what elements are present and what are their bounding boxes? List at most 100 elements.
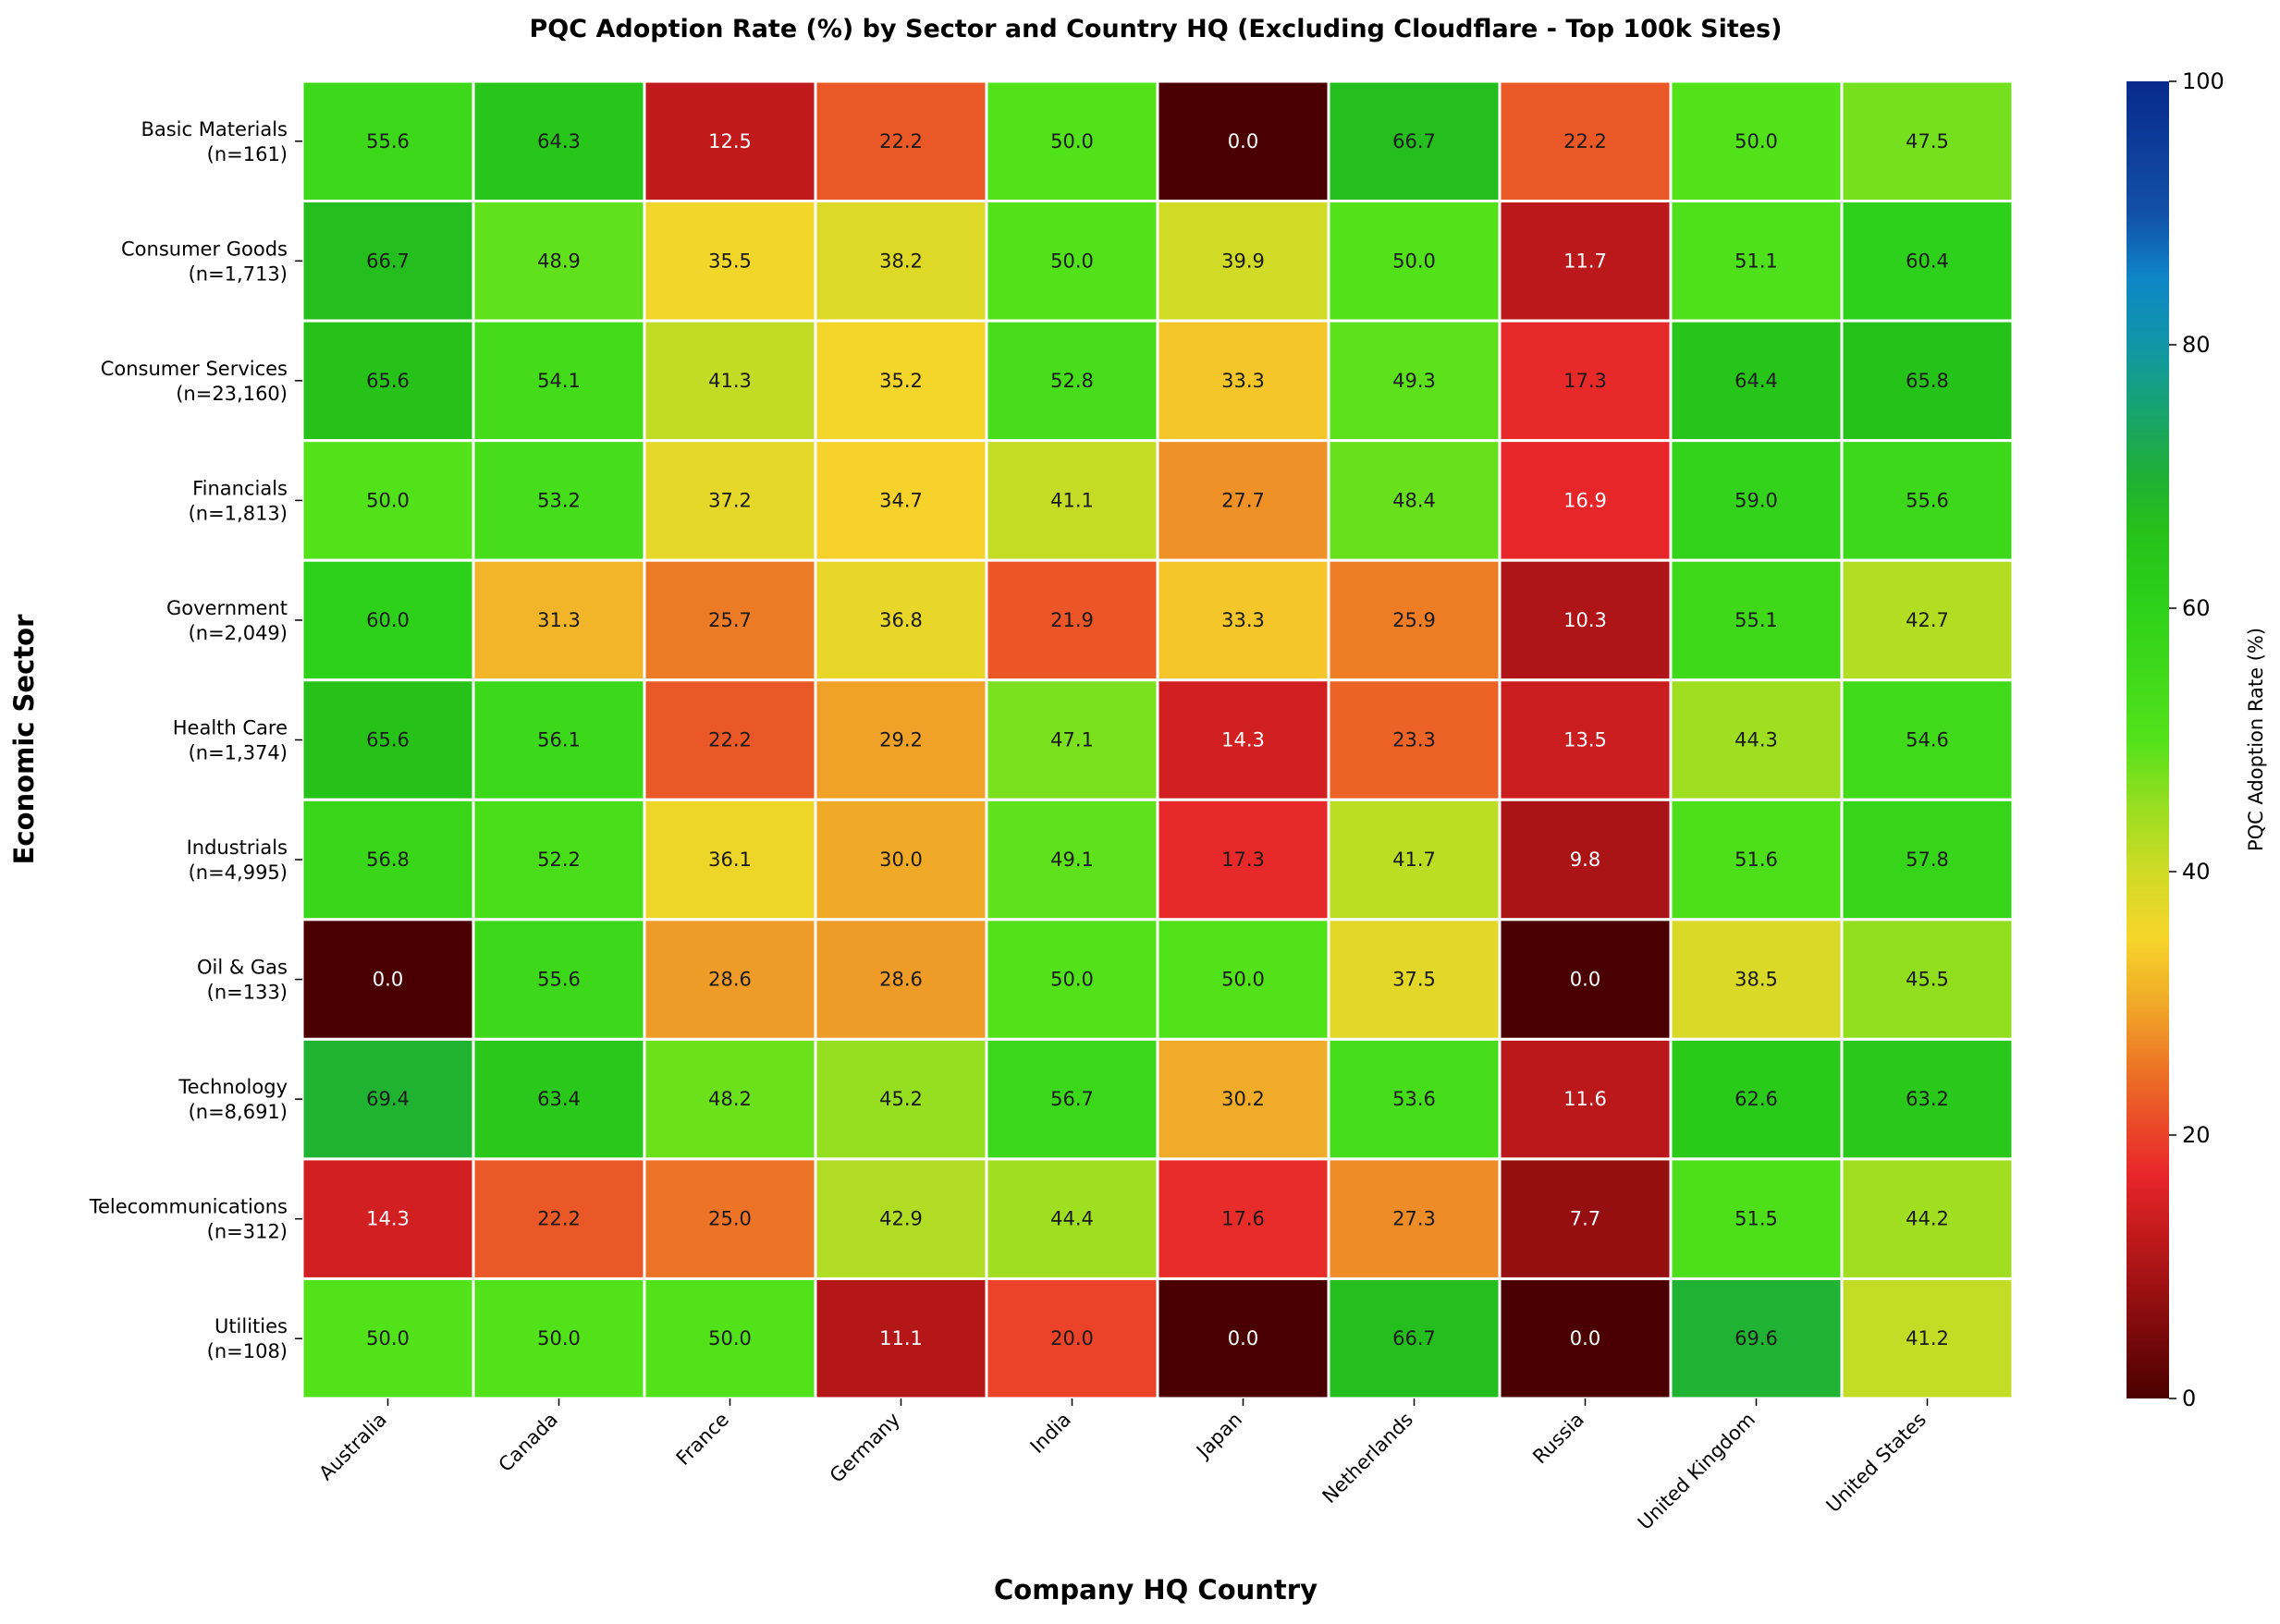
cell-value-label: 0.0 xyxy=(1228,130,1258,153)
cell-value-label: 50.0 xyxy=(1050,130,1094,153)
cell-value-label: 14.3 xyxy=(366,1208,410,1230)
y-tick-label-sector: Oil & Gas xyxy=(197,957,288,979)
cell-value-label: 0.0 xyxy=(1570,1327,1600,1349)
cell-value-label: 22.2 xyxy=(1563,130,1607,153)
cell-value-label: 50.0 xyxy=(366,489,410,511)
colorbar-tick-label: 40 xyxy=(2182,859,2211,885)
cell-value-label: 22.2 xyxy=(879,130,923,153)
heatmap-cell xyxy=(300,678,475,801)
cell-value-label: 9.8 xyxy=(1570,849,1600,871)
cell-value-label: 41.1 xyxy=(1050,489,1094,511)
cell-value-label: 55.6 xyxy=(537,969,581,991)
heatmap-cell xyxy=(1156,1157,1330,1280)
heatmap-cell xyxy=(985,918,1159,1041)
cell-value-label: 69.4 xyxy=(366,1088,410,1110)
chart-title: PQC Adoption Rate (%) by Sector and Coun… xyxy=(530,15,1783,43)
cell-value-label: 60.4 xyxy=(1906,250,1949,272)
heatmap-cell xyxy=(643,79,817,203)
cell-value-label: 66.7 xyxy=(1392,1327,1436,1349)
cell-value-label: 25.0 xyxy=(708,1208,752,1230)
y-tick-label-count: (n=133) xyxy=(207,982,288,1004)
heatmap-cell xyxy=(300,798,475,922)
cell-value-label: 50.0 xyxy=(366,1327,410,1349)
heatmap-cell xyxy=(1327,319,1502,443)
heatmap-cell xyxy=(1840,79,2015,203)
cell-value-label: 53.6 xyxy=(1392,1088,1436,1110)
cell-value-label: 49.1 xyxy=(1050,849,1094,871)
cell-value-label: 55.6 xyxy=(1906,489,1949,511)
cell-value-label: 0.0 xyxy=(373,969,403,991)
heatmap-cell xyxy=(985,1037,1159,1161)
cell-value-label: 41.2 xyxy=(1906,1327,1949,1349)
colorbar-tick-label: 0 xyxy=(2182,1386,2196,1411)
cell-value-label: 44.3 xyxy=(1735,729,1778,751)
heatmap-cell xyxy=(300,1157,475,1280)
y-tick-label-count: (n=1,813) xyxy=(189,502,288,524)
heatmap-cell xyxy=(1498,1037,1673,1161)
cell-value-label: 38.5 xyxy=(1735,969,1778,991)
colorbar-tick-label: 100 xyxy=(2182,68,2225,94)
y-tick-label-count: (n=2,049) xyxy=(189,622,288,644)
heatmap-cell xyxy=(643,678,817,801)
heatmap-cell xyxy=(1327,1157,1502,1280)
heatmap-cell xyxy=(300,439,475,562)
heatmap-cell xyxy=(472,319,646,443)
cell-value-label: 56.1 xyxy=(537,729,581,751)
cell-value-label: 27.7 xyxy=(1221,489,1265,511)
heatmap-cell xyxy=(1498,319,1673,443)
heatmap-cell xyxy=(814,678,988,801)
cell-value-label: 52.8 xyxy=(1050,370,1094,392)
y-tick-label-count: (n=8,691) xyxy=(189,1101,288,1123)
cell-value-label: 16.9 xyxy=(1563,489,1607,511)
y-tick-label-count: (n=4,995) xyxy=(189,861,288,884)
heatmap-cell xyxy=(1669,678,1844,801)
cell-value-label: 48.9 xyxy=(537,250,581,272)
cell-value-label: 65.6 xyxy=(366,370,410,392)
cell-value-label: 69.6 xyxy=(1735,1327,1778,1349)
y-tick-label-sector: Consumer Goods xyxy=(121,238,288,260)
cell-value-label: 48.2 xyxy=(708,1088,752,1110)
heatmap-cell xyxy=(1669,439,1844,562)
heatmap-cell xyxy=(814,1037,988,1161)
heatmap-cell xyxy=(1840,798,2015,922)
heatmap-cell xyxy=(472,918,646,1041)
colorbar-tick-label: 20 xyxy=(2182,1122,2211,1148)
cell-value-label: 60.0 xyxy=(366,609,410,631)
heatmap-cell xyxy=(1156,439,1330,562)
cell-value-label: 44.4 xyxy=(1050,1208,1094,1230)
cell-value-label: 53.2 xyxy=(537,489,581,511)
x-tick-label: United Kingdom xyxy=(1634,1409,1759,1534)
heatmap-cell xyxy=(1669,319,1844,443)
cell-value-label: 51.6 xyxy=(1735,849,1778,871)
x-tick-label: Canada xyxy=(495,1409,562,1476)
cell-value-label: 37.5 xyxy=(1392,969,1436,991)
x-tick-label: Australia xyxy=(314,1409,391,1485)
heatmap-cell xyxy=(472,200,646,323)
cell-value-label: 51.5 xyxy=(1735,1208,1778,1230)
heatmap-cell xyxy=(643,319,817,443)
y-tick-label-count: (n=1,374) xyxy=(189,742,288,764)
heatmap-cell xyxy=(814,918,988,1041)
y-tick-label-sector: Basic Materials xyxy=(141,118,288,140)
cell-value-label: 11.1 xyxy=(879,1327,923,1349)
colorbar-label: PQC Adoption Rate (%) xyxy=(2245,628,2267,851)
x-tick-label: Germany xyxy=(826,1409,904,1487)
heatmap-cell xyxy=(1156,200,1330,323)
cell-value-label: 54.1 xyxy=(537,370,581,392)
x-tick-label: United States xyxy=(1822,1409,1931,1518)
cell-value-label: 56.8 xyxy=(366,849,410,871)
cell-value-label: 36.1 xyxy=(708,849,752,871)
heatmap-cell xyxy=(1498,1157,1673,1280)
cell-value-label: 10.3 xyxy=(1563,609,1607,631)
y-tick-label-sector: Telecommunications xyxy=(89,1196,288,1218)
heatmap-cell xyxy=(1840,1276,2015,1400)
heatmap-cell xyxy=(1156,558,1330,682)
cell-value-label: 23.3 xyxy=(1392,729,1436,751)
cell-value-label: 47.5 xyxy=(1906,130,1949,153)
cell-value-label: 28.6 xyxy=(708,969,752,991)
heatmap-cell xyxy=(1669,558,1844,682)
heatmap-cell xyxy=(1156,79,1330,203)
cell-value-label: 47.1 xyxy=(1050,729,1094,751)
cell-value-label: 17.6 xyxy=(1221,1208,1265,1230)
heatmap-cell xyxy=(814,1276,988,1400)
